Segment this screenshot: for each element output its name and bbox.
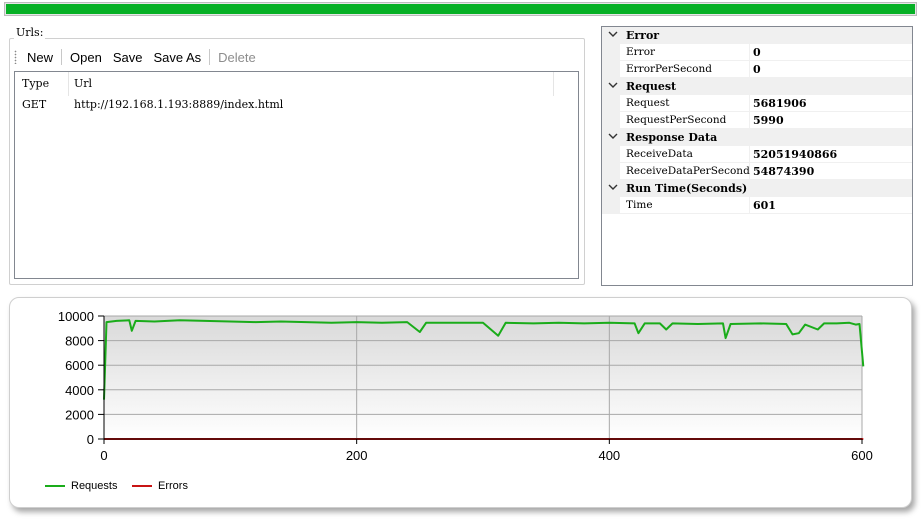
list-item[interactable]: GET http://192.168.1.193:8889/index.html <box>15 96 578 116</box>
open-button[interactable]: Open <box>70 49 102 65</box>
x-tick-label: 200 <box>346 448 368 463</box>
row-url: http://192.168.1.193:8889/index.html <box>74 98 284 111</box>
series-line-requests <box>103 319 865 400</box>
property-row[interactable]: Time 601 <box>602 197 912 214</box>
property-row[interactable]: ReceiveData 52051940866 <box>602 146 912 163</box>
legend-label: Requests <box>71 480 118 492</box>
urls-groupbox <box>9 38 585 285</box>
chevron-down-icon[interactable] <box>608 182 618 192</box>
x-tick-label: 600 <box>851 448 873 463</box>
property-name: ReceiveData <box>626 148 693 160</box>
urls-toolbar: New Open Save Save As Delete <box>14 46 263 68</box>
legend-item-requests: Requests <box>45 480 117 492</box>
property-value: 601 <box>753 199 776 212</box>
row-split <box>749 44 750 60</box>
property-value: 0 <box>753 63 761 76</box>
row-margin <box>602 112 620 128</box>
category-label: Request <box>626 80 677 93</box>
row-margin <box>602 163 620 179</box>
category-label: Error <box>626 29 660 42</box>
property-row[interactable]: RequestPerSecond 5990 <box>602 112 912 129</box>
legend-swatch <box>132 485 152 487</box>
row-split <box>749 61 750 77</box>
property-value: 5681906 <box>753 97 807 110</box>
chevron-down-icon[interactable] <box>608 29 618 39</box>
category-label: Response Data <box>626 131 718 144</box>
y-tick-label: 10000 <box>58 309 94 324</box>
chevron-down-icon[interactable] <box>608 131 618 141</box>
list-header: Type Url <box>15 72 578 96</box>
y-tick-label: 2000 <box>65 407 94 422</box>
property-name: ErrorPerSecond <box>626 63 712 75</box>
row-margin <box>602 95 620 111</box>
toolbar-grip-icon[interactable] <box>14 50 17 64</box>
y-tick-label: 8000 <box>65 334 94 349</box>
row-type: GET <box>22 98 47 111</box>
category-error[interactable]: Error <box>602 27 912 44</box>
category-request[interactable]: Request <box>602 78 912 95</box>
property-name: ReceiveDataPerSecond <box>626 165 750 177</box>
url-list-view[interactable]: Type Url GET http://192.168.1.193:8889/i… <box>14 71 579 279</box>
property-name: Request <box>626 97 670 109</box>
row-split <box>749 197 750 213</box>
progress-bar <box>4 2 917 16</box>
property-row[interactable]: ErrorPerSecond 0 <box>602 61 912 78</box>
property-value: 54874390 <box>753 165 815 178</box>
delete-button[interactable]: Delete <box>218 49 256 65</box>
property-name: Error <box>626 46 656 58</box>
column-divider[interactable] <box>68 72 69 96</box>
column-header-type[interactable]: Type <box>22 77 50 90</box>
property-value: 5990 <box>753 114 784 127</box>
chevron-down-icon[interactable] <box>608 80 618 90</box>
property-name: Time <box>626 199 653 211</box>
row-split <box>749 146 750 162</box>
column-header-url[interactable]: Url <box>74 77 93 90</box>
row-split <box>749 95 750 111</box>
row-margin <box>602 61 620 77</box>
category-response-data[interactable]: Response Data <box>602 129 912 146</box>
plot-area <box>104 316 862 439</box>
property-value: 52051940866 <box>753 148 838 161</box>
legend-item-errors: Errors <box>132 480 188 492</box>
row-margin <box>602 197 620 213</box>
row-margin <box>602 146 620 162</box>
save-as-button[interactable]: Save As <box>153 49 202 65</box>
category-label: Run Time(Seconds) <box>626 182 748 195</box>
property-value: 0 <box>753 46 761 59</box>
new-button[interactable]: New <box>27 49 54 65</box>
x-tick-label: 400 <box>598 448 620 463</box>
save-button[interactable]: Save <box>112 49 143 65</box>
legend-swatch <box>45 485 65 487</box>
property-row[interactable]: ReceiveDataPerSecond 54874390 <box>602 163 912 180</box>
property-row[interactable]: Error 0 <box>602 44 912 61</box>
y-tick-label: 0 <box>87 432 94 447</box>
toolbar-separator <box>61 49 63 65</box>
x-tick-label: 0 <box>100 448 107 463</box>
toolbar-separator <box>209 49 211 65</box>
progress-fill <box>6 4 915 14</box>
row-split <box>749 163 750 179</box>
row-split <box>749 112 750 128</box>
property-name: RequestPerSecond <box>626 114 727 126</box>
legend-label: Errors <box>158 480 188 492</box>
y-tick-label: 4000 <box>65 383 94 398</box>
category-run-time[interactable]: Run Time(Seconds) <box>602 180 912 197</box>
row-margin <box>602 44 620 60</box>
property-grid: Error Error 0 ErrorPerSecond 0 Request R… <box>601 26 913 286</box>
y-tick-label: 6000 <box>65 358 94 373</box>
property-row[interactable]: Request 5681906 <box>602 95 912 112</box>
urls-group-title: Urls: <box>14 26 46 39</box>
column-divider[interactable] <box>553 72 554 96</box>
